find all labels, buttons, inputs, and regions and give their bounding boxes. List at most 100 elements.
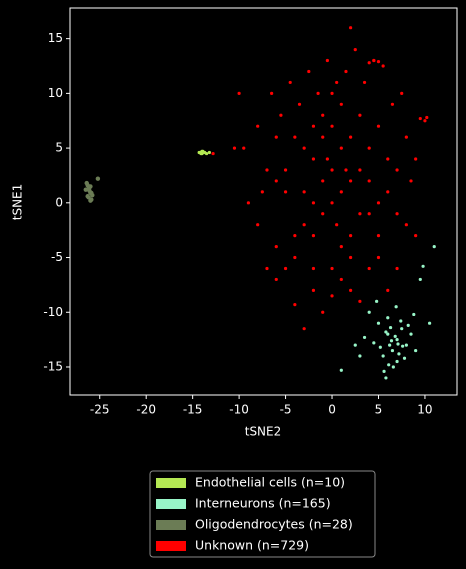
point bbox=[344, 69, 348, 74]
point bbox=[200, 151, 204, 156]
point bbox=[375, 299, 379, 303]
point bbox=[256, 124, 260, 128]
point bbox=[402, 356, 407, 360]
point bbox=[406, 323, 410, 327]
point bbox=[393, 334, 397, 338]
legend-label: Interneurons (n=165) bbox=[195, 496, 331, 511]
point bbox=[302, 190, 306, 194]
point bbox=[260, 190, 264, 194]
point bbox=[381, 64, 385, 68]
legend-swatch bbox=[156, 478, 186, 488]
point bbox=[297, 102, 302, 106]
point bbox=[339, 277, 343, 282]
point bbox=[367, 179, 371, 183]
legend bbox=[149, 470, 376, 558]
point bbox=[311, 288, 316, 292]
point bbox=[395, 212, 399, 216]
point bbox=[394, 305, 398, 309]
point bbox=[389, 339, 394, 343]
point bbox=[321, 179, 325, 183]
point bbox=[367, 61, 371, 65]
point bbox=[321, 212, 325, 216]
point bbox=[376, 255, 381, 260]
x-tick-label: -10 bbox=[229, 403, 249, 417]
point bbox=[367, 212, 371, 216]
plot-area bbox=[69, 7, 458, 396]
x-tick-label: 5 bbox=[375, 403, 383, 417]
point bbox=[384, 330, 388, 334]
point bbox=[325, 157, 329, 161]
point bbox=[302, 146, 306, 150]
point bbox=[358, 299, 362, 303]
y-tick-label: -10 bbox=[43, 305, 63, 319]
point bbox=[367, 146, 371, 150]
point bbox=[85, 194, 90, 199]
point bbox=[414, 157, 418, 161]
point bbox=[376, 321, 381, 325]
point bbox=[330, 294, 334, 298]
point bbox=[265, 168, 269, 172]
point bbox=[396, 342, 400, 346]
point bbox=[321, 113, 325, 117]
x-tick-label: 0 bbox=[328, 403, 336, 417]
point bbox=[95, 176, 101, 181]
point bbox=[302, 327, 306, 331]
point bbox=[395, 359, 399, 364]
point bbox=[321, 310, 325, 314]
point bbox=[237, 91, 241, 95]
point bbox=[330, 168, 334, 172]
point bbox=[246, 201, 251, 205]
point bbox=[349, 26, 353, 30]
point bbox=[390, 102, 395, 106]
point bbox=[358, 354, 362, 358]
point bbox=[293, 302, 297, 307]
point bbox=[367, 266, 371, 271]
point bbox=[344, 168, 348, 172]
x-axis-label: tSNE2 bbox=[245, 425, 282, 439]
point bbox=[330, 91, 334, 95]
point bbox=[381, 354, 385, 358]
point bbox=[386, 157, 390, 161]
point bbox=[384, 376, 388, 380]
point bbox=[425, 115, 429, 120]
point bbox=[89, 190, 94, 196]
point bbox=[211, 151, 215, 156]
point bbox=[203, 150, 207, 155]
point bbox=[391, 365, 395, 369]
point bbox=[386, 190, 390, 194]
point bbox=[412, 312, 416, 317]
point bbox=[404, 343, 408, 347]
point bbox=[335, 223, 339, 227]
point bbox=[325, 58, 329, 63]
point bbox=[367, 310, 371, 314]
point bbox=[409, 179, 413, 183]
point bbox=[293, 255, 297, 260]
point bbox=[414, 348, 418, 353]
point bbox=[397, 352, 401, 356]
point bbox=[404, 223, 408, 227]
x-tick-label: -5 bbox=[280, 403, 292, 417]
y-tick-label: 10 bbox=[48, 86, 63, 100]
point bbox=[293, 135, 297, 139]
point bbox=[388, 343, 392, 347]
point bbox=[84, 180, 89, 186]
point bbox=[311, 201, 316, 205]
point bbox=[418, 116, 422, 121]
point bbox=[421, 264, 425, 268]
point bbox=[400, 91, 404, 95]
point bbox=[386, 288, 390, 292]
y-tick-label: 15 bbox=[48, 31, 63, 45]
point bbox=[339, 102, 343, 106]
point bbox=[349, 135, 353, 139]
point bbox=[321, 135, 325, 139]
point bbox=[232, 146, 237, 150]
legend-swatch bbox=[156, 499, 186, 509]
point bbox=[293, 234, 297, 238]
point bbox=[376, 124, 381, 128]
point bbox=[311, 266, 316, 271]
x-tick-label: 10 bbox=[417, 403, 432, 417]
point bbox=[339, 146, 343, 150]
point bbox=[387, 363, 391, 367]
legend-swatch bbox=[156, 541, 186, 551]
